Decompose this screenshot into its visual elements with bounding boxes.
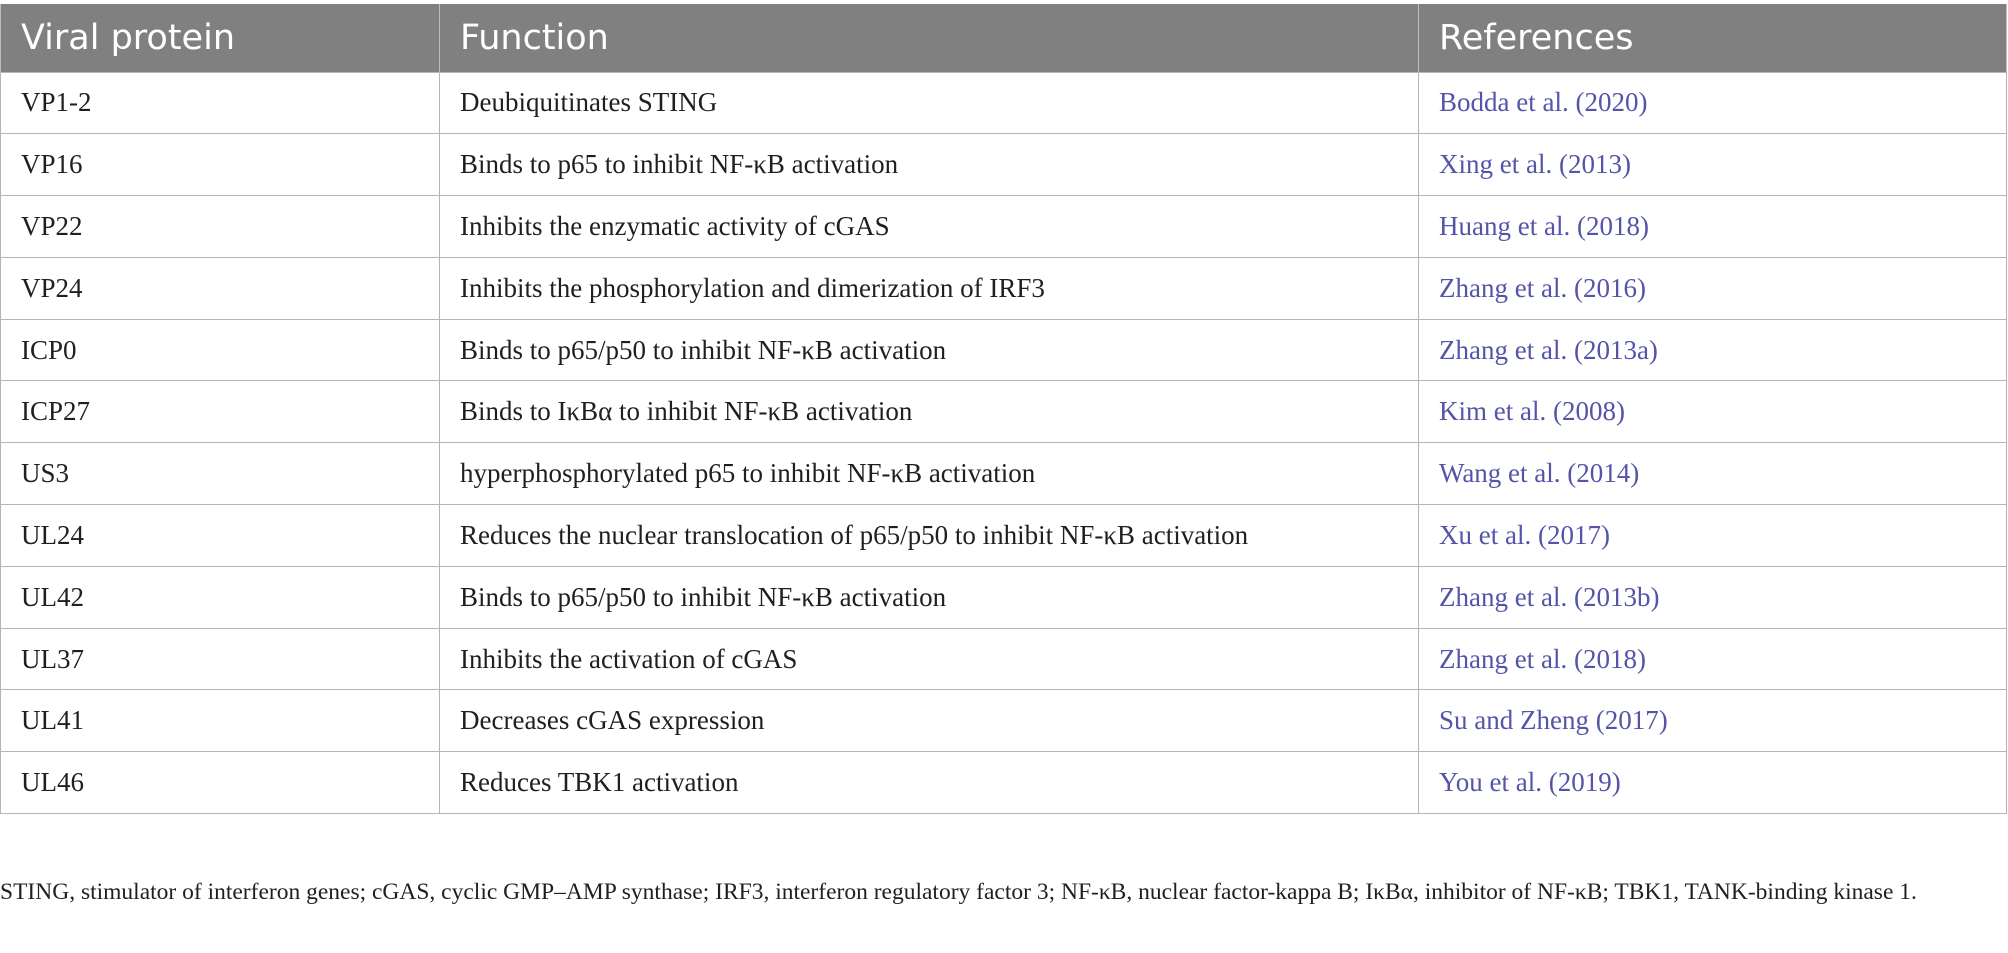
- reference-link[interactable]: Huang et al. (2018): [1418, 195, 2007, 258]
- table-header: Viral protein Function References: [0, 4, 2007, 72]
- table-row: UL46 Reduces TBK1 activation You et al. …: [0, 751, 2007, 815]
- cell-function: Binds to p65 to inhibit NF-κB activation: [439, 133, 1419, 197]
- header-row: Viral protein Function References: [0, 4, 2007, 72]
- cell-protein: UL46: [0, 751, 440, 815]
- reference-link[interactable]: Bodda et al. (2020): [1418, 71, 2007, 135]
- reference-link[interactable]: Zhang et al. (2013a): [1418, 318, 2007, 382]
- cell-protein: VP16: [0, 133, 440, 197]
- cell-function: Inhibits the enzymatic activity of cGAS: [439, 195, 1419, 258]
- cell-function: Inhibits the phosphorylation and dimeriz…: [439, 256, 1419, 320]
- table-row: UL41 Decreases cGAS expression Su and Zh…: [0, 689, 2007, 753]
- cell-protein: ICP0: [0, 318, 440, 382]
- reference-link[interactable]: Kim et al. (2008): [1418, 380, 2007, 444]
- table-row: UL24 Reduces the nuclear translocation o…: [0, 504, 2007, 567]
- reference-link[interactable]: Xing et al. (2013): [1418, 133, 2007, 197]
- data-table-container: Viral protein Function References VP1-2 …: [0, 4, 2008, 815]
- cell-function: Binds to p65/p50 to inhibit NF-κB activa…: [439, 318, 1419, 382]
- cell-protein: VP24: [0, 256, 440, 320]
- viral-protein-table: Viral protein Function References VP1-2 …: [0, 4, 2007, 815]
- reference-link[interactable]: Zhang et al. (2018): [1418, 627, 2007, 691]
- cell-protein: VP1-2: [0, 71, 440, 135]
- cell-function: Binds to p65/p50 to inhibit NF-κB activa…: [439, 565, 1419, 629]
- reference-link[interactable]: Zhang et al. (2016): [1418, 256, 2007, 320]
- cell-function: Deubiquitinates STING: [439, 71, 1419, 135]
- table-row: VP22 Inhibits the enzymatic activity of …: [0, 195, 2007, 258]
- cell-protein: VP22: [0, 195, 440, 258]
- header-viral-protein: Viral protein: [0, 4, 440, 72]
- table-row: VP24 Inhibits the phosphorylation and di…: [0, 256, 2007, 320]
- cell-function: Reduces TBK1 activation: [439, 751, 1419, 815]
- table-footnote: STING, stimulator of interferon genes; c…: [0, 879, 1917, 905]
- reference-link[interactable]: Zhang et al. (2013b): [1418, 565, 2007, 629]
- table-row: VP1-2 Deubiquitinates STING Bodda et al.…: [0, 71, 2007, 135]
- reference-link[interactable]: Su and Zheng (2017): [1418, 689, 2007, 753]
- table-row: ICP27 Binds to IκBα to inhibit NF-κB act…: [0, 380, 2007, 444]
- cell-protein: UL41: [0, 689, 440, 753]
- table-row: US3 hyperphosphorylated p65 to inhibit N…: [0, 442, 2007, 506]
- header-references: References: [1418, 4, 2007, 72]
- table-body: VP1-2 Deubiquitinates STING Bodda et al.…: [0, 71, 2007, 815]
- table-row: VP16 Binds to p65 to inhibit NF-κB activ…: [0, 133, 2007, 197]
- cell-protein: UL37: [0, 627, 440, 691]
- cell-function: Decreases cGAS expression: [439, 689, 1419, 753]
- cell-protein: ICP27: [0, 380, 440, 444]
- reference-link[interactable]: You et al. (2019): [1418, 751, 2007, 815]
- header-function: Function: [439, 4, 1419, 72]
- cell-protein: US3: [0, 442, 440, 506]
- cell-function: Inhibits the activation of cGAS: [439, 627, 1419, 691]
- cell-function: Binds to IκBα to inhibit NF-κB activatio…: [439, 380, 1419, 444]
- cell-protein: UL42: [0, 565, 440, 629]
- cell-protein: UL24: [0, 504, 440, 567]
- table-row: UL37 Inhibits the activation of cGAS Zha…: [0, 627, 2007, 691]
- table-row: ICP0 Binds to p65/p50 to inhibit NF-κB a…: [0, 318, 2007, 382]
- cell-function: Reduces the nuclear translocation of p65…: [439, 504, 1419, 567]
- table-row: UL42 Binds to p65/p50 to inhibit NF-κB a…: [0, 565, 2007, 629]
- reference-link[interactable]: Xu et al. (2017): [1418, 504, 2007, 567]
- cell-function: hyperphosphorylated p65 to inhibit NF-κB…: [439, 442, 1419, 506]
- reference-link[interactable]: Wang et al. (2014): [1418, 442, 2007, 506]
